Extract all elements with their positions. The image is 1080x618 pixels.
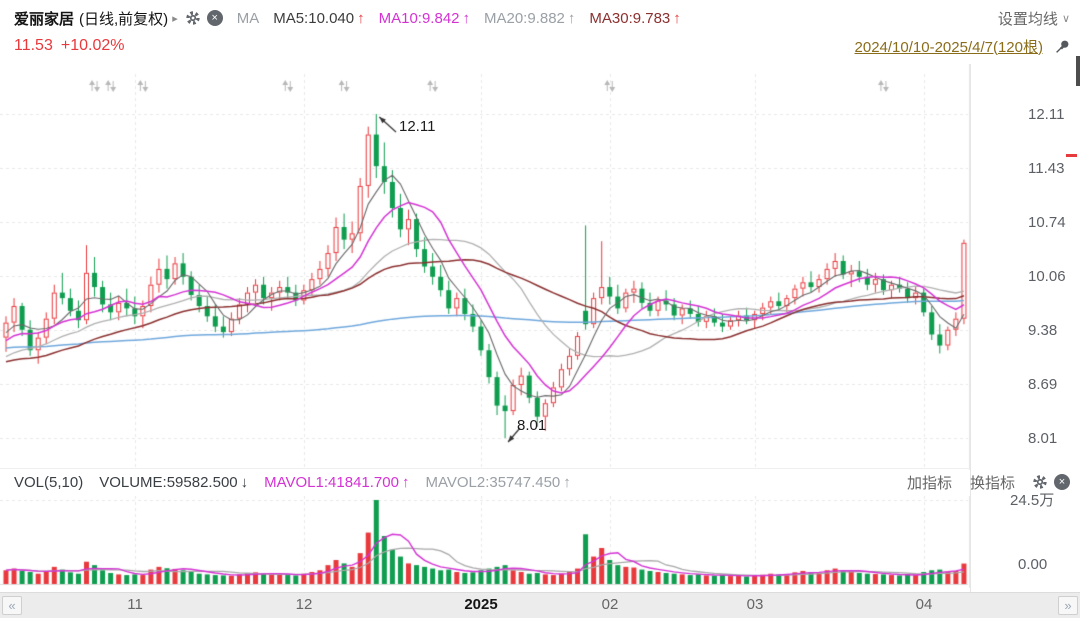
price-change-percent: +10.02% <box>60 37 125 54</box>
expand-caret-icon[interactable]: ▸ <box>172 12 178 25</box>
ma10-trend-arrow-icon: ↑ <box>462 9 471 27</box>
y-axis-label: 12.11 <box>1028 106 1065 123</box>
mavol1-value: MAVOL1:41841.700 ↑ <box>264 473 410 491</box>
pane-separator <box>0 468 970 469</box>
indicator-close-icon[interactable]: × <box>1054 474 1070 490</box>
x-axis-label: 03 <box>746 596 764 613</box>
time-axis-bar: « 11 12 2025 02 03 04 » <box>0 592 1080 618</box>
volume-axis-min: 0.00 <box>1018 556 1048 573</box>
axis-divider <box>970 64 971 592</box>
y-axis-label: 10.06 <box>1028 268 1066 285</box>
mavol2-value: MAVOL2:35747.450 ↑ <box>425 473 571 491</box>
scroll-left-button[interactable]: « <box>2 596 22 615</box>
date-range-link[interactable]: 2024/10/10-2025/4/7(120根) <box>854 38 1043 56</box>
mavol2-trend-arrow-icon: ↑ <box>563 473 571 491</box>
x-axis-label: 11 <box>127 596 143 613</box>
y-axis-label: 9.38 <box>1028 322 1058 339</box>
volume-axis-max: 24.5万 <box>1010 492 1055 509</box>
volume-header: VOL(5,10) VOLUME:59582.500 ↓ MAVOL1:41841… <box>14 470 1070 494</box>
y-axis-label: 10.74 <box>1028 214 1066 231</box>
stock-title: 爱丽家居 <box>14 10 75 28</box>
gear-icon[interactable] <box>184 9 202 27</box>
vol-indicator-label: VOL(5,10) <box>14 473 84 491</box>
scroll-right-button[interactable]: » <box>1058 596 1078 615</box>
ma-settings-button[interactable]: 设置均线 <box>997 10 1058 28</box>
x-axis-label: 12 <box>295 596 313 613</box>
price-tick-marker <box>1066 154 1077 157</box>
close-icon[interactable]: × <box>206 10 223 26</box>
ma10-value: MA10:9.842 ↑ <box>378 9 471 27</box>
y-axis-label: 11.43 <box>1028 160 1065 177</box>
ma5-trend-arrow-icon: ↑ <box>357 9 365 27</box>
edge-scrollbar-thumb[interactable] <box>1076 56 1080 86</box>
x-axis-label: 04 <box>915 596 933 613</box>
x-axis-label-year: 2025 <box>464 596 498 613</box>
volume-pane-canvas[interactable] <box>0 496 975 588</box>
last-price: 11.53 <box>14 37 53 54</box>
x-axis-label: 02 <box>601 596 619 613</box>
annotation-high: 12.11 <box>399 118 436 135</box>
annotation-low: 8.01 <box>517 417 547 434</box>
chevron-down-icon[interactable]: ∨ <box>1061 12 1070 25</box>
ma-group-label: MA <box>236 9 260 27</box>
mavol1-trend-arrow-icon: ↑ <box>401 473 410 491</box>
add-indicator-button[interactable]: 加指标 <box>906 474 952 492</box>
ma30-value: MA30:9.783 ↑ <box>589 9 681 27</box>
chart-header: 爱丽家居 (日线,前复权) ▸ × MA MA5:10.040 ↑ MA10:9.… <box>14 6 1070 30</box>
indicator-gear-icon[interactable] <box>1031 473 1049 491</box>
switch-indicator-button[interactable]: 换指标 <box>969 474 1015 492</box>
y-axis-label: 8.01 <box>1028 430 1058 447</box>
y-axis-label: 8.69 <box>1028 376 1058 393</box>
volume-value: VOLUME:59582.500 ↓ <box>99 473 249 491</box>
chart-period-label: (日线,前复权) <box>79 10 169 28</box>
volume-trend-arrow-icon: ↓ <box>240 473 249 491</box>
ma20-value: MA20:9.882 ↑ <box>484 9 576 27</box>
ma30-trend-arrow-icon: ↑ <box>673 9 681 27</box>
quote-row: 11.53 +10.02% 2024/10/10-2025/4/7(120根) <box>14 34 1070 58</box>
price-pane-canvas[interactable] <box>0 64 975 470</box>
pin-icon[interactable] <box>1055 39 1070 54</box>
ma5-value: MA5:10.040 ↑ <box>273 9 365 27</box>
ma20-trend-arrow-icon: ↑ <box>567 9 576 27</box>
